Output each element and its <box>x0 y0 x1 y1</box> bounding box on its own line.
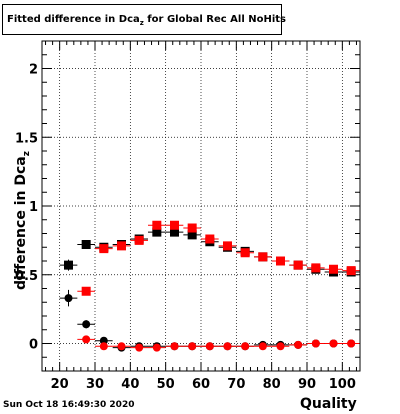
data-series <box>59 220 360 352</box>
square-marker <box>81 286 91 296</box>
x-tick-label: 80 <box>263 377 281 392</box>
square-marker <box>276 256 285 266</box>
circle-marker <box>82 335 91 344</box>
y-tick-label: 1 <box>29 200 38 215</box>
y-axis-label: difference in Dcaz <box>13 151 32 290</box>
y-tick-label: 0 <box>29 338 38 353</box>
x-tick-label: 20 <box>51 377 69 392</box>
square-marker <box>134 235 144 245</box>
timestamp-footer: Sun Oct 18 16:49:30 2020 <box>3 400 135 410</box>
circle-marker <box>311 339 320 348</box>
square-marker <box>329 264 338 274</box>
square-marker <box>187 230 197 240</box>
square-marker <box>117 241 126 251</box>
square-marker <box>240 248 250 258</box>
square-marker <box>152 220 162 230</box>
square-marker <box>223 241 232 251</box>
circle-marker <box>99 336 108 345</box>
title-box: Fitted difference in Dcaz for Global Rec… <box>2 4 286 35</box>
title-subscript: z <box>139 19 144 27</box>
square-marker <box>293 260 303 270</box>
circle-marker <box>276 342 285 351</box>
circle-marker <box>152 343 161 352</box>
title-suffix: for Global Rec All NoHits <box>143 14 287 25</box>
circle-marker <box>258 342 267 351</box>
x-tick-label: 50 <box>157 377 175 392</box>
y-tick-label: 1.5 <box>15 131 38 146</box>
x-tick-label: 90 <box>298 377 316 392</box>
circle-marker <box>64 294 73 303</box>
square-marker <box>99 244 109 254</box>
chart-title: Fitted difference in Dcaz for Global Rec… <box>7 14 286 27</box>
circle-marker <box>188 342 197 351</box>
circle-marker <box>99 342 108 351</box>
y-axis-label-text: difference in Dca <box>13 156 29 290</box>
series-1 <box>77 220 360 296</box>
circle-marker <box>205 342 214 351</box>
x-tick-label: 70 <box>227 377 245 392</box>
x-axis-label: Quality <box>300 396 357 412</box>
tick-labels: 20 30 40 50 60 70 80 90 100 0 0.5 1 1.5 2 <box>15 63 356 393</box>
circle-marker <box>329 339 338 348</box>
title-prefix: Fitted difference in Dca <box>7 14 140 25</box>
x-tick-label: 40 <box>121 377 139 392</box>
y-tick-label: 0.5 <box>15 269 38 284</box>
grid-lines <box>42 41 360 371</box>
x-tick-label: 100 <box>329 377 356 392</box>
square-marker <box>311 263 321 273</box>
x-tick-label: 30 <box>86 377 104 392</box>
square-marker <box>64 260 73 270</box>
square-marker <box>258 252 268 262</box>
square-marker <box>205 234 215 244</box>
circle-marker <box>294 340 303 349</box>
square-marker <box>152 227 162 237</box>
square-marker <box>81 240 91 249</box>
plot-frame <box>41 40 361 372</box>
square-marker <box>187 223 197 233</box>
square-marker <box>170 227 179 237</box>
y-axis-label-subscript: z <box>21 151 32 157</box>
circle-marker <box>241 342 250 351</box>
y-tick-label: 2 <box>29 63 38 78</box>
circle-marker <box>135 343 144 352</box>
circle-marker <box>170 342 179 351</box>
square-marker <box>346 266 356 276</box>
circle-marker <box>82 320 91 329</box>
circle-marker <box>117 342 126 351</box>
square-marker <box>170 220 179 230</box>
circle-marker <box>347 339 356 348</box>
circle-marker <box>223 342 232 351</box>
x-tick-label: 60 <box>192 377 210 392</box>
series-3 <box>77 335 360 352</box>
